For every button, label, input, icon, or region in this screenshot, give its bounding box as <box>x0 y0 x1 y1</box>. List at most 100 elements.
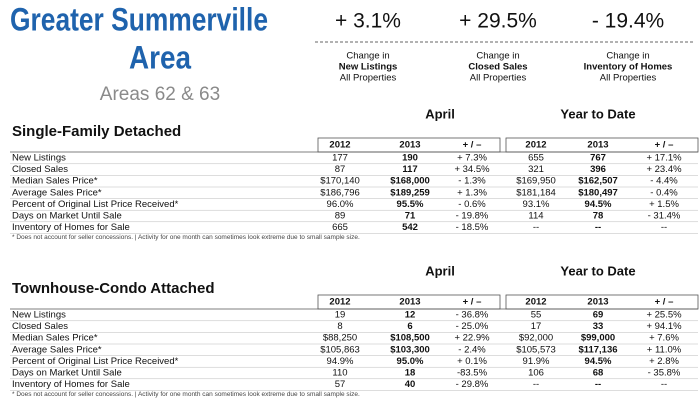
row-label: Closed Sales <box>12 321 68 332</box>
cell: + 25.5% <box>646 310 682 321</box>
section-title: Townhouse-Condo Attached <box>12 280 214 297</box>
cell: $180,497 <box>578 187 618 198</box>
cell: $108,500 <box>390 333 430 344</box>
row-label: Days on Market Until Sale <box>12 211 122 222</box>
cell: $103,300 <box>390 344 430 355</box>
cell: + 1.5% <box>649 199 679 210</box>
cell: $99,000 <box>581 333 615 344</box>
cell: - 35.8% <box>648 368 681 379</box>
cell: -- <box>595 222 601 233</box>
cell: 40 <box>405 379 416 390</box>
cell: -- <box>533 222 539 233</box>
column-header: 2012 <box>525 140 546 151</box>
column-header: 2013 <box>399 297 420 308</box>
cell: $117,136 <box>578 344 617 355</box>
column-header: 2013 <box>587 140 608 151</box>
cell: 94.9% <box>327 356 354 367</box>
cell: 6 <box>407 321 412 332</box>
cell: 8 <box>337 321 342 332</box>
column-header: + / – <box>655 140 674 151</box>
column-header: 2012 <box>329 297 350 308</box>
cell: $105,573 <box>516 344 556 355</box>
section-title: Single-Family Detached <box>12 123 181 140</box>
subtitle: Areas 62 & 63 <box>100 84 220 105</box>
cell: 19 <box>335 310 346 321</box>
cell: + 11.0% <box>647 344 682 355</box>
cell: - 29.8% <box>456 379 489 390</box>
column-header: + / – <box>463 140 482 151</box>
cell: 396 <box>590 164 606 175</box>
cell: $92,000 <box>519 333 553 344</box>
cell: + 94.1% <box>646 321 682 332</box>
period: Year to Date <box>560 263 635 278</box>
cell: $88,250 <box>323 333 357 344</box>
kpi-label: All Properties <box>340 73 397 84</box>
cell: 94.5% <box>585 199 612 210</box>
cell: $169,950 <box>516 176 556 187</box>
cell: 665 <box>332 222 348 233</box>
column-header: + / – <box>655 297 674 308</box>
cell: $162,507 <box>578 176 618 187</box>
cell: + 34.5% <box>454 164 490 175</box>
cell: $181,184 <box>516 187 556 198</box>
cell: 57 <box>335 379 346 390</box>
cell: 95.5% <box>397 199 424 210</box>
cell: 321 <box>528 164 544 175</box>
period: April <box>425 106 455 121</box>
cell: -- <box>661 222 667 233</box>
row-label: Percent of Original List Price Received* <box>12 356 179 367</box>
cell: 89 <box>335 211 346 222</box>
title: Area <box>129 39 191 75</box>
cell: - 36.8% <box>456 310 489 321</box>
cell: 68 <box>593 368 604 379</box>
cell: $105,863 <box>320 344 360 355</box>
footnote: * Does not account for seller concession… <box>12 391 360 398</box>
cell: -- <box>595 379 601 390</box>
row-label: Median Sales Price* <box>12 176 98 187</box>
kpi-label: Closed Sales <box>468 62 527 73</box>
cell: - 31.4% <box>648 211 681 222</box>
kpi-label: New Listings <box>339 62 398 73</box>
cell: 655 <box>528 153 544 164</box>
cell: + 7.3% <box>457 153 487 164</box>
cell: -- <box>533 379 539 390</box>
cell: -- <box>661 379 667 390</box>
cell: 55 <box>531 310 542 321</box>
period: April <box>425 263 455 278</box>
kpi-label: All Properties <box>470 73 527 84</box>
cell: 94.5% <box>585 356 612 367</box>
cell: - 0.6% <box>458 199 486 210</box>
cell: 69 <box>593 310 604 321</box>
cell: 71 <box>405 211 416 222</box>
row-label: Percent of Original List Price Received* <box>12 199 179 210</box>
period: Year to Date <box>560 106 635 121</box>
kpi-label: Change in <box>476 51 519 62</box>
cell: 106 <box>528 368 544 379</box>
row-label: Closed Sales <box>12 164 68 175</box>
cell: 17 <box>531 321 542 332</box>
cell: - 1.3% <box>458 176 486 187</box>
kpi-value: + 29.5% <box>459 10 537 33</box>
cell: + 0.1% <box>457 356 487 367</box>
cell: 33 <box>593 321 604 332</box>
cell: $170,140 <box>320 176 360 187</box>
cell: - 18.5% <box>456 222 489 233</box>
kpi-label: Change in <box>606 51 649 62</box>
row-label: Average Sales Price* <box>12 187 102 198</box>
cell: 93.1% <box>523 199 550 210</box>
column-header: 2013 <box>587 297 608 308</box>
title: Greater Summerville <box>10 1 268 37</box>
row-label: Median Sales Price* <box>12 333 98 344</box>
cell: + 7.6% <box>649 333 679 344</box>
row-label: New Listings <box>12 153 66 164</box>
footnote: * Does not account for seller concession… <box>12 234 360 241</box>
kpi-value: - 19.4% <box>592 10 664 33</box>
cell: 91.9% <box>523 356 550 367</box>
cell: 190 <box>402 153 418 164</box>
row-label: Average Sales Price* <box>12 344 102 355</box>
cell: 78 <box>593 211 604 222</box>
kpi-label: All Properties <box>600 73 657 84</box>
row-label: Inventory of Homes for Sale <box>12 222 130 233</box>
cell: $186,796 <box>320 187 360 198</box>
